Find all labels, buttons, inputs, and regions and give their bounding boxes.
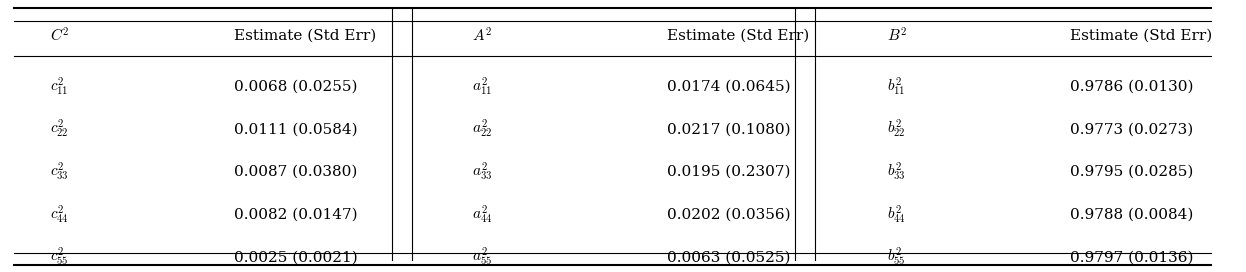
Text: $c_{11}^2$: $c_{11}^2$ [50,76,69,98]
Text: $a_{44}^2$: $a_{44}^2$ [472,204,492,226]
Text: 0.0195 (0.2307): 0.0195 (0.2307) [667,165,791,179]
Text: $b_{55}^2$: $b_{55}^2$ [887,246,906,268]
Text: 0.0111 (0.0584): 0.0111 (0.0584) [233,122,358,136]
Text: $c_{33}^2$: $c_{33}^2$ [50,161,69,183]
Text: 0.9773 (0.0273): 0.9773 (0.0273) [1070,122,1194,136]
Text: $a_{55}^2$: $a_{55}^2$ [472,246,492,268]
Text: $a_{33}^2$: $a_{33}^2$ [472,161,492,183]
Text: $c_{22}^2$: $c_{22}^2$ [50,118,69,140]
Text: $b_{11}^2$: $b_{11}^2$ [887,76,906,98]
Text: 0.0087 (0.0380): 0.0087 (0.0380) [233,165,356,179]
Text: 0.9786 (0.0130): 0.9786 (0.0130) [1070,80,1194,94]
Text: 0.0063 (0.0525): 0.0063 (0.0525) [667,250,791,264]
Text: 0.9797 (0.0136): 0.9797 (0.0136) [1070,250,1194,264]
Text: $c_{55}^2$: $c_{55}^2$ [50,246,69,268]
Text: 0.0174 (0.0645): 0.0174 (0.0645) [667,80,791,94]
Text: Estimate (Std Err): Estimate (Std Err) [667,29,810,43]
Text: Estimate (Std Err): Estimate (Std Err) [1070,29,1212,43]
Text: $C^2$: $C^2$ [50,27,70,45]
Text: $a_{11}^2$: $a_{11}^2$ [472,76,492,98]
Text: 0.9788 (0.0084): 0.9788 (0.0084) [1070,208,1194,222]
Text: $b_{33}^2$: $b_{33}^2$ [887,161,906,183]
Text: 0.0025 (0.0021): 0.0025 (0.0021) [233,250,358,264]
Text: $c_{44}^2$: $c_{44}^2$ [50,204,70,226]
Text: Estimate (Std Err): Estimate (Std Err) [233,29,376,43]
Text: 0.0082 (0.0147): 0.0082 (0.0147) [233,208,358,222]
Text: $a_{22}^2$: $a_{22}^2$ [472,118,492,140]
Text: $b_{22}^2$: $b_{22}^2$ [887,118,906,140]
Text: $B^2$: $B^2$ [887,27,907,45]
Text: $A^2$: $A^2$ [472,27,492,45]
Text: $b_{44}^2$: $b_{44}^2$ [887,204,906,226]
Text: 0.0068 (0.0255): 0.0068 (0.0255) [233,80,358,94]
Text: 0.0217 (0.1080): 0.0217 (0.1080) [667,122,791,136]
Text: 0.9795 (0.0285): 0.9795 (0.0285) [1070,165,1194,179]
Text: 0.0202 (0.0356): 0.0202 (0.0356) [667,208,791,222]
